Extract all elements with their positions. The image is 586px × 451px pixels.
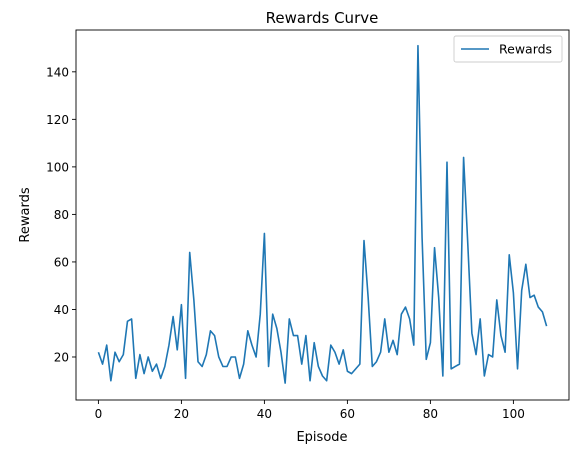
plot-series-group [97, 44, 548, 384]
plot-frame [75, 29, 570, 401]
x-axis-ticks: 0 20 40 60 80 100 [95, 400, 525, 421]
legend: Rewards [453, 35, 563, 63]
y-tick-label: 140 [46, 65, 69, 79]
legend-box [453, 35, 563, 63]
y-tick-label: 120 [46, 113, 69, 127]
y-tick-label: 40 [54, 303, 69, 317]
x-axis-label: Episode [296, 430, 347, 445]
x-tick-label: 40 [257, 407, 272, 421]
y-tick-label: 100 [46, 160, 69, 174]
x-tick-label: 100 [502, 407, 525, 421]
series-line-rewards [97, 44, 548, 384]
x-tick-label: 0 [95, 407, 103, 421]
y-axis-label: Rewards [18, 187, 33, 242]
x-tick-label: 20 [174, 407, 189, 421]
y-tick-label: 80 [54, 208, 69, 222]
chart-title: Rewards Curve [266, 9, 379, 27]
y-tick-label: 20 [54, 350, 69, 364]
legend-label-rewards: Rewards [499, 42, 552, 57]
y-axis-ticks: 20 40 60 80 100 120 140 [46, 65, 76, 364]
y-tick-label: 60 [54, 255, 69, 269]
x-tick-label: 80 [423, 407, 438, 421]
x-tick-label: 60 [340, 407, 355, 421]
